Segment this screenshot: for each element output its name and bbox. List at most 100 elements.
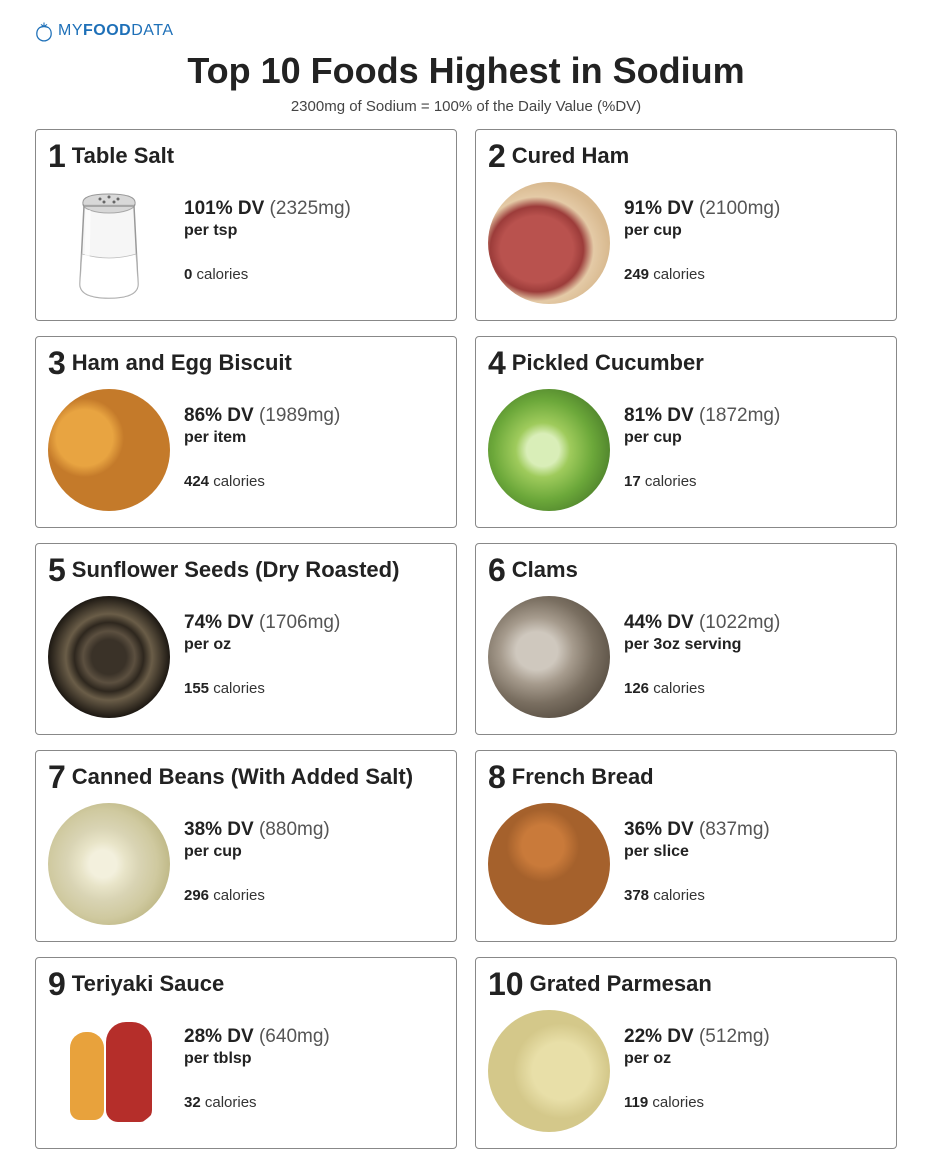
food-stats: 36% DV (837mg)per slice378 calories bbox=[624, 803, 770, 904]
food-grid: 1Table Salt 101% DV (2325mg)per tsp0 cal… bbox=[35, 129, 897, 1149]
serving-size: per tblsp bbox=[184, 1050, 330, 1068]
calorie-label: calories bbox=[649, 887, 705, 904]
food-name: Ham and Egg Biscuit bbox=[72, 350, 292, 376]
food-card: 3Ham and Egg Biscuit 86% DV (1989mg) per i… bbox=[35, 336, 457, 528]
calorie-count: 119 bbox=[624, 1094, 648, 1111]
food-rank: 3 bbox=[48, 347, 66, 379]
dv-mg: (1989mg) bbox=[254, 405, 341, 426]
calorie-label: calories bbox=[192, 266, 248, 283]
food-rank: 9 bbox=[48, 968, 66, 1000]
calorie-label: calories bbox=[209, 887, 265, 904]
brand-text: MYFOODDATA bbox=[58, 22, 174, 40]
food-image bbox=[48, 803, 170, 925]
food-card: 6Clams 44% DV (1022mg) per 3oz serving 126 … bbox=[475, 543, 897, 735]
food-name: Table Salt bbox=[72, 143, 174, 169]
serving-size: per 3oz serving bbox=[624, 636, 780, 654]
food-stats: 38% DV (880mg) per cup 296 calories bbox=[184, 803, 330, 904]
food-card: 7Canned Beans (With Added Salt) 38% DV (8… bbox=[35, 750, 457, 942]
calorie-label: calories bbox=[648, 1094, 704, 1111]
dv-mg: (1022mg) bbox=[694, 612, 781, 633]
food-image bbox=[48, 182, 170, 304]
page-title: Top 10 Foods Highest in Sodium bbox=[35, 50, 897, 92]
dv-percent: 91% DV bbox=[624, 198, 694, 219]
dv-percent: 74% DV bbox=[184, 612, 254, 633]
food-rank: 5 bbox=[48, 554, 66, 586]
food-image bbox=[488, 1010, 610, 1132]
calorie-label: calories bbox=[209, 473, 265, 490]
calorie-count: 424 bbox=[184, 473, 209, 490]
food-name: Clams bbox=[512, 557, 578, 583]
food-image bbox=[48, 1010, 170, 1132]
food-name: Sunflower Seeds (Dry Roasted) bbox=[72, 557, 400, 583]
dv-percent: 44% DV bbox=[624, 612, 694, 633]
food-image bbox=[48, 389, 170, 511]
calorie-count: 249 bbox=[624, 266, 649, 283]
food-card: 9Teriyaki Sauce 28% DV (640mg) per tblsp 32… bbox=[35, 957, 457, 1149]
serving-size: per oz bbox=[624, 1050, 770, 1068]
dv-mg: (880mg) bbox=[254, 819, 330, 840]
food-image bbox=[48, 596, 170, 718]
food-name: Cured Ham bbox=[512, 143, 629, 169]
dv-percent: 22% DV bbox=[624, 1026, 694, 1047]
calorie-count: 378 bbox=[624, 887, 649, 904]
food-image bbox=[488, 803, 610, 925]
calorie-label: calories bbox=[649, 680, 705, 697]
dv-percent: 28% DV bbox=[184, 1026, 254, 1047]
serving-size: per cup bbox=[184, 843, 330, 861]
dv-mg: (837mg) bbox=[694, 819, 770, 840]
dv-mg: (512mg) bbox=[694, 1026, 770, 1047]
dv-mg: (2325mg) bbox=[264, 198, 351, 219]
food-stats: 86% DV (1989mg) per item 424 calories bbox=[184, 389, 340, 490]
serving-size: per tsp bbox=[184, 222, 351, 240]
food-card: 2Cured Ham 91% DV (2100mg) per cup 249 calo… bbox=[475, 129, 897, 321]
food-image bbox=[488, 596, 610, 718]
food-name: Grated Parmesan bbox=[530, 971, 712, 997]
tomato-icon bbox=[35, 20, 53, 42]
brand-logo: MYFOODDATA bbox=[35, 20, 897, 42]
food-name: Teriyaki Sauce bbox=[72, 971, 224, 997]
food-name: Canned Beans (With Added Salt) bbox=[72, 764, 413, 790]
dv-mg: (640mg) bbox=[254, 1026, 330, 1047]
page-subtitle: 2300mg of Sodium = 100% of the Daily Val… bbox=[35, 98, 897, 115]
food-card: 10Grated Parmesan22% DV (512mg)per oz119… bbox=[475, 957, 897, 1149]
food-rank: 7 bbox=[48, 761, 66, 793]
dv-mg: (2100mg) bbox=[694, 198, 781, 219]
food-name: Pickled Cucumber bbox=[512, 350, 704, 376]
food-stats: 91% DV (2100mg) per cup 249 calories bbox=[624, 182, 780, 283]
food-card: 5Sunflower Seeds (Dry Roasted) 74% DV (17… bbox=[35, 543, 457, 735]
food-rank: 6 bbox=[488, 554, 506, 586]
food-stats: 22% DV (512mg) per oz 119 calories bbox=[624, 1010, 770, 1111]
food-image bbox=[488, 182, 610, 304]
calorie-count: 296 bbox=[184, 887, 209, 904]
food-name: French Bread bbox=[512, 764, 654, 790]
serving-size: per slice bbox=[624, 843, 770, 861]
food-stats: 81% DV (1872mg) per cup 17 calories bbox=[624, 389, 780, 490]
dv-percent: 38% DV bbox=[184, 819, 254, 840]
calorie-label: calories bbox=[209, 680, 265, 697]
food-card: 4Pickled Cucumber81% DV (1872mg)per cup1… bbox=[475, 336, 897, 528]
dv-percent: 81% DV bbox=[624, 405, 694, 426]
food-rank: 1 bbox=[48, 140, 66, 172]
food-rank: 2 bbox=[488, 140, 506, 172]
food-card: 1Table Salt 101% DV (2325mg)per tsp0 cal… bbox=[35, 129, 457, 321]
calorie-count: 17 bbox=[624, 473, 641, 490]
calorie-label: calories bbox=[201, 1094, 257, 1111]
calorie-count: 126 bbox=[624, 680, 649, 697]
calorie-label: calories bbox=[649, 266, 705, 283]
dv-percent: 101% DV bbox=[184, 198, 264, 219]
food-stats: 44% DV (1022mg) per 3oz serving 126 calori… bbox=[624, 596, 780, 697]
food-rank: 8 bbox=[488, 761, 506, 793]
food-stats: 101% DV (2325mg)per tsp0 calories bbox=[184, 182, 351, 283]
food-stats: 28% DV (640mg) per tblsp 32 calories bbox=[184, 1010, 330, 1111]
food-image bbox=[488, 389, 610, 511]
dv-percent: 86% DV bbox=[184, 405, 254, 426]
serving-size: per item bbox=[184, 429, 340, 447]
serving-size: per oz bbox=[184, 636, 340, 654]
calorie-label: calories bbox=[641, 473, 697, 490]
dv-mg: (1872mg) bbox=[694, 405, 781, 426]
calorie-count: 32 bbox=[184, 1094, 201, 1111]
food-card: 8French Bread36% DV (837mg)per slice378 … bbox=[475, 750, 897, 942]
serving-size: per cup bbox=[624, 222, 780, 240]
dv-mg: (1706mg) bbox=[254, 612, 341, 633]
serving-size: per cup bbox=[624, 429, 780, 447]
